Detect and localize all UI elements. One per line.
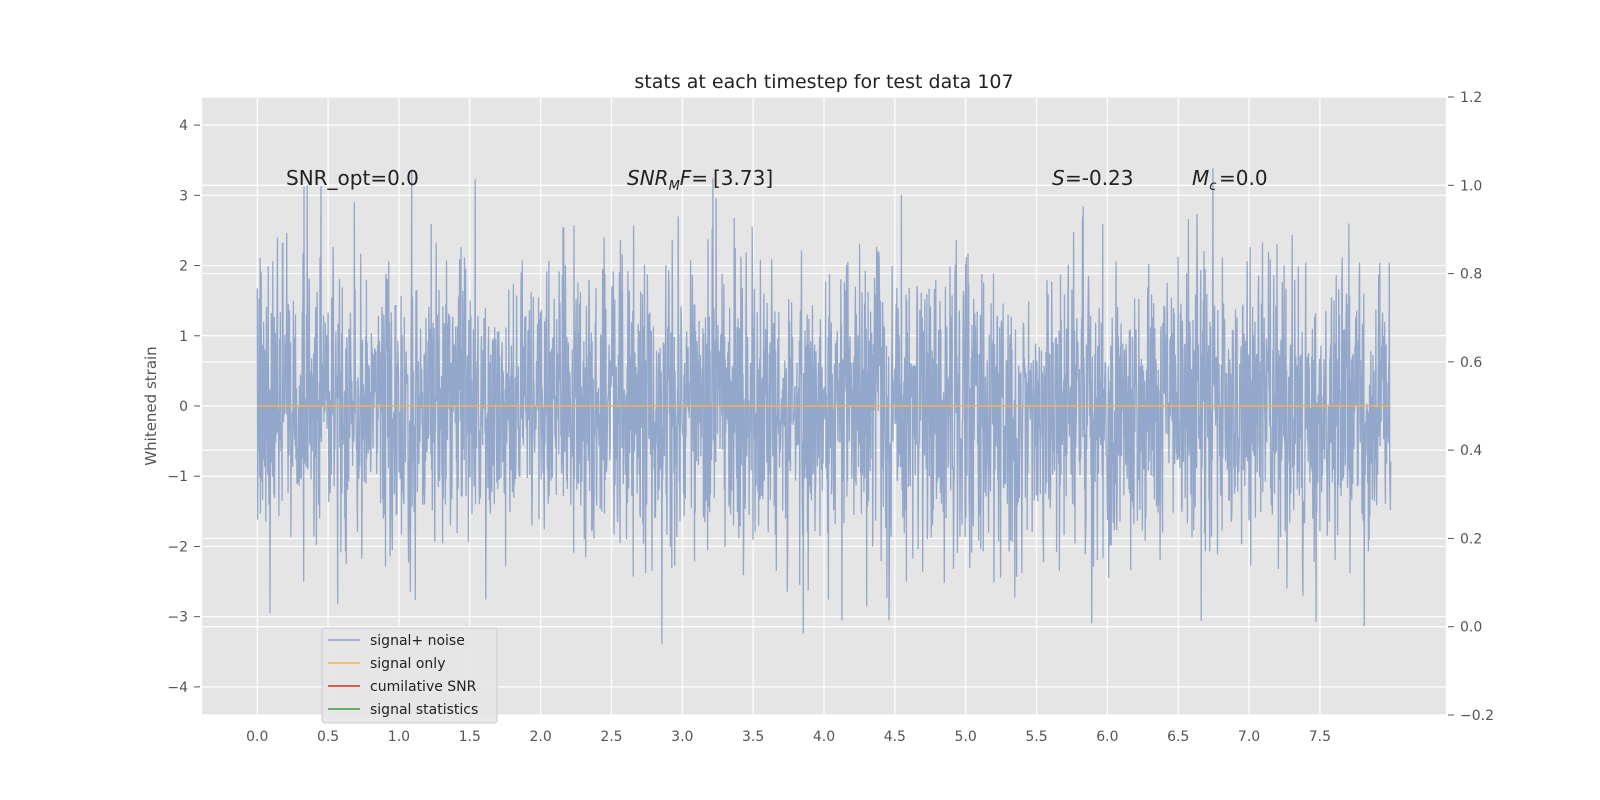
annotation-s-value: =-0.23 — [1065, 166, 1134, 190]
y-tick-label: −3 — [167, 610, 188, 626]
x-tick-label: 4.5 — [884, 729, 906, 745]
x-tick-label: 5.5 — [1025, 729, 1047, 745]
x-tick-label: 2.0 — [529, 729, 551, 745]
legend-label-signal-plus-noise: signal+ noise — [370, 633, 465, 649]
annotation-mc: Mc =0.0 — [1192, 166, 1268, 194]
x-tick-label: 6.0 — [1096, 729, 1118, 745]
annotation-snr-mf-value: [3.73] — [713, 166, 773, 190]
y-axis-ticks: 4 3 2 1 0 −1 −2 −3 −4 — [167, 118, 200, 696]
annotation-mc-value: =0.0 — [1219, 166, 1268, 190]
y2-tick-label: 1.0 — [1460, 178, 1482, 194]
x-tick-label: 0.5 — [317, 729, 339, 745]
series-signal-plus-noise — [256, 168, 1392, 645]
annotation-snr-opt: SNR_opt=0.0 — [286, 166, 419, 190]
y-tick-label: 3 — [179, 188, 188, 204]
x-tick-label: 0.0 — [246, 729, 268, 745]
annotation-s: S =-0.23 — [1052, 166, 1134, 190]
legend-label-signal-statistics: signal statistics — [370, 702, 478, 718]
x-tick-label: 1.0 — [388, 729, 410, 745]
legend: signal+ noise signal only cumilative SNR… — [321, 627, 498, 724]
legend-label-cumilative-snr: cumilative SNR — [370, 679, 477, 695]
x-tick-label: 3.5 — [742, 729, 764, 745]
x-tick-label: 7.5 — [1309, 729, 1331, 745]
chart-title: stats at each timestep for test data 107 — [634, 71, 1013, 93]
y-tick-label: −4 — [167, 680, 188, 696]
y2-tick-label: 1.2 — [1460, 90, 1482, 106]
legend-box — [321, 627, 498, 724]
y-tick-label: 1 — [179, 329, 188, 345]
y-axis-label: Whitened strain — [142, 346, 160, 465]
y-tick-label: 0 — [179, 399, 188, 415]
annotation-snr-mf: SNRMF= [3.73] — [627, 166, 773, 194]
y2-tick-label: −0.2 — [1460, 708, 1494, 724]
y-tick-label: 4 — [179, 118, 188, 134]
x-tick-label: 6.5 — [1167, 729, 1189, 745]
y-tick-label: −1 — [167, 469, 188, 485]
annotation-snr-mf-symbol: SNRMF= — [627, 166, 708, 194]
y-tick-label: 2 — [179, 259, 188, 275]
y2-tick-label: 0.6 — [1460, 355, 1482, 371]
x-tick-label: 3.0 — [671, 729, 693, 745]
x-tick-label: 4.0 — [813, 729, 835, 745]
y2-tick-label: 0.0 — [1460, 620, 1482, 636]
x-axis-ticks: 0.0 0.5 1.0 1.5 2.0 2.5 3.0 3.5 4.0 4.5 5.0 5.5 6.0 6… — [246, 729, 1331, 745]
y2-tick-label: 0.8 — [1460, 267, 1482, 283]
y2-tick-label: 0.2 — [1460, 531, 1482, 547]
series-signal-plus-noise-line — [256, 168, 1392, 645]
y2-tick-label: 0.4 — [1460, 443, 1482, 459]
y2-axis-ticks: 1.2 1.0 0.8 0.6 0.4 0.2 0.0 −0.2 — [1448, 90, 1494, 724]
x-tick-label: 7.0 — [1238, 729, 1260, 745]
x-tick-label: 2.5 — [600, 729, 622, 745]
x-tick-label: 5.0 — [955, 729, 977, 745]
annotation-s-symbol: S — [1052, 166, 1065, 190]
legend-label-signal-only: signal only — [370, 656, 445, 672]
x-tick-label: 1.5 — [459, 729, 481, 745]
y-tick-label: −2 — [167, 539, 188, 555]
